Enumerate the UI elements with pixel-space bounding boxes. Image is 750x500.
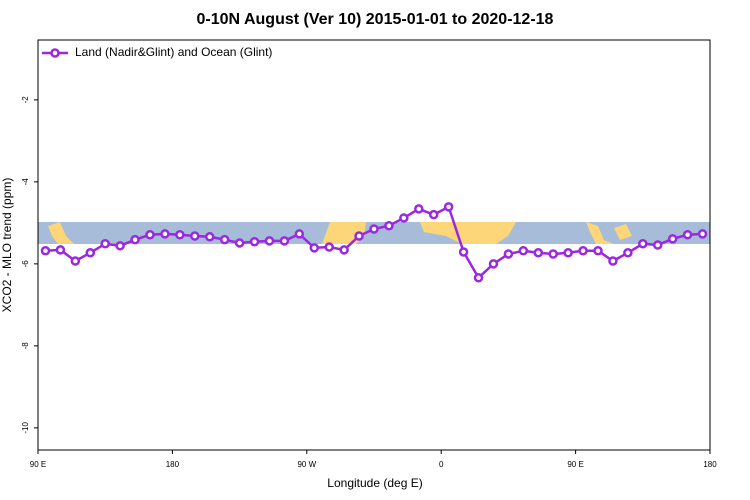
data-point <box>682 230 693 240</box>
y-axis-label: XCO2 - MLO trend (ppm) <box>0 178 14 313</box>
plot-frame <box>37 39 711 451</box>
data-point <box>145 230 155 240</box>
x-tick-label: 90 E <box>567 460 583 469</box>
data-point <box>428 209 439 220</box>
data-point <box>324 242 334 252</box>
data-point <box>339 245 349 255</box>
data-point <box>667 234 678 244</box>
data-point <box>204 232 215 242</box>
data-point <box>414 204 424 214</box>
data-point <box>593 245 603 256</box>
legend-marker <box>50 48 60 58</box>
data-point <box>697 229 708 239</box>
data-point <box>234 238 245 248</box>
data-point <box>55 245 66 255</box>
data-point <box>70 256 81 266</box>
x-tick-label: 90 W <box>297 460 316 469</box>
data-point <box>309 243 320 253</box>
data-point <box>279 236 290 246</box>
chart-title: 0-10N August (Ver 10) 2015-01-01 to 2020… <box>197 11 554 28</box>
data-point <box>623 248 633 258</box>
x-tick-label: 180 <box>703 460 717 469</box>
data-point <box>399 213 409 223</box>
data-point <box>219 234 230 245</box>
data-point <box>85 248 96 258</box>
y-tick-label: -10 <box>21 422 30 434</box>
x-tick-label: 180 <box>166 460 180 469</box>
data-point <box>175 230 185 240</box>
data-point <box>354 231 364 241</box>
land <box>586 222 614 244</box>
data-point <box>548 249 558 259</box>
land <box>614 224 632 240</box>
data-point <box>40 245 51 256</box>
x-tick-label: 90 E <box>30 460 46 469</box>
x-tick-label: 0 <box>439 460 444 469</box>
x-axis-label: Longitude (deg E) <box>327 476 422 490</box>
data-point <box>578 245 588 256</box>
land <box>48 222 74 244</box>
data-point <box>100 239 110 249</box>
data-point <box>473 273 484 283</box>
data-point <box>264 236 275 246</box>
land <box>420 222 516 244</box>
data-point <box>130 234 140 245</box>
y-tick-label: -4 <box>21 178 30 186</box>
data-point <box>638 239 648 249</box>
data-point <box>488 259 499 269</box>
data-point <box>608 256 618 266</box>
data-point <box>518 245 529 256</box>
data-point <box>458 247 469 257</box>
data-point <box>190 231 200 241</box>
y-tick-label: -6 <box>21 260 30 268</box>
data-point <box>369 224 379 234</box>
y-tick-label: -2 <box>21 96 30 104</box>
legend-label: Land (Nadir&Glint) and Ocean (Glint) <box>75 45 272 59</box>
data-point <box>652 240 663 250</box>
data-point <box>115 241 125 251</box>
data-point <box>294 229 305 239</box>
data-point <box>249 236 260 247</box>
data-point <box>503 249 514 259</box>
data-point <box>160 229 170 239</box>
data-point <box>443 202 454 212</box>
data-point <box>533 248 544 258</box>
data-point <box>563 248 573 258</box>
y-tick-label: -8 <box>21 342 30 350</box>
data-point <box>384 220 394 231</box>
